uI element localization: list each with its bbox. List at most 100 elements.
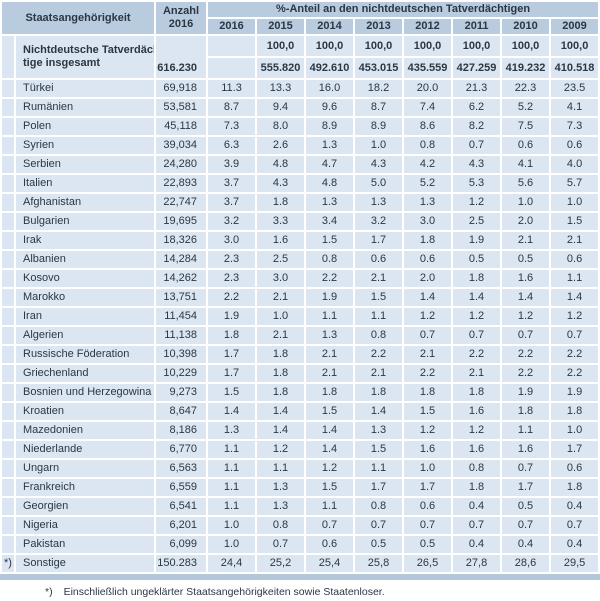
share-2013: 0.8 (355, 327, 403, 344)
share-2015: 1.8 (257, 365, 305, 382)
row-footnote-marker (2, 270, 14, 287)
share-2011: 6.2 (453, 99, 501, 116)
share-2009: 1.4 (551, 289, 599, 306)
share-2014: 2.2 (306, 270, 354, 287)
share-2014: 2.1 (306, 365, 354, 382)
share-2010: 1.6 (502, 270, 550, 287)
share-2012: 5.2 (404, 175, 452, 192)
share-2014: 4.8 (306, 175, 354, 192)
share-2011: 1.2 (453, 194, 501, 211)
count-2016: 8,186 (156, 422, 207, 439)
share-2010: 1.7 (502, 479, 550, 496)
share-2011: 1.4 (453, 289, 501, 306)
table-row: Russische Föderation 10,398 1.7 1.8 2.1 2.2 2.… (2, 346, 599, 363)
nationality-name: Irak (16, 232, 155, 249)
share-2014: 0.7 (306, 517, 354, 534)
column-header-nationality: Staatsangehörigkeit (2, 2, 155, 34)
share-2015: 4.3 (257, 175, 305, 192)
share-2009: 0.6 (551, 251, 599, 268)
count-2016: 45,118 (156, 118, 207, 135)
share-2012: 0.7 (404, 327, 452, 344)
share-2011: 0.7 (453, 517, 501, 534)
nationality-name: Serbien (16, 156, 155, 173)
share-2013: 0.5 (355, 536, 403, 553)
year-header-2016: 2016 (208, 19, 256, 34)
share-2010: 4.1 (502, 156, 550, 173)
row-footnote-marker (2, 99, 14, 116)
count-2016: 11,138 (156, 327, 207, 344)
share-2016: 2.2 (208, 289, 256, 306)
share-2012: 4.2 (404, 156, 452, 173)
share-2009: 0.6 (551, 460, 599, 477)
footnote-marker: *) (45, 586, 53, 598)
row-footnote-marker (2, 175, 14, 192)
row-footnote-marker (2, 365, 14, 382)
share-2013: 3.2 (355, 213, 403, 230)
share-2011: 8.2 (453, 118, 501, 135)
share-2013: 8.7 (355, 99, 403, 116)
share-2010: 5.6 (502, 175, 550, 192)
share-2012: 0.8 (404, 137, 452, 154)
table-header: Staatsangehörigkeit Anzahl 2016 %-Anteil… (2, 2, 599, 34)
nationality-name: Rumänien (16, 99, 155, 116)
row-footnote-marker (2, 118, 14, 135)
header-row-1: Staatsangehörigkeit Anzahl 2016 %-Anteil… (2, 2, 599, 34)
share-2013: 1.8 (355, 384, 403, 401)
share-2014: 3.4 (306, 213, 354, 230)
totals-abs-2010: 419.232 (502, 58, 550, 78)
share-2013: 8.9 (355, 118, 403, 135)
year-header-2015: 2015 (257, 19, 305, 34)
year-header-2012: 2012 (404, 19, 452, 34)
share-2014: 1.4 (306, 441, 354, 458)
count-2016: 6,201 (156, 517, 207, 534)
totals-abs-2013: 453.015 (355, 58, 403, 78)
share-2015: 3.3 (257, 213, 305, 230)
share-2011: 1.6 (453, 441, 501, 458)
table-row: Bosnien und Herzegowina 9,273 1.5 1.8 1.8 1.8… (2, 384, 599, 401)
header-row-years: 2016 2015 2014 2013 2012 2011 2010 2009 (2, 19, 599, 34)
table-row: Türkei 69,918 11.3 13.3 16.0 18.2 20.0 21.3 22.3… (2, 80, 599, 97)
share-2010: 1.0 (502, 194, 550, 211)
nationality-name: Polen (16, 118, 155, 135)
footnote-text: Einschließlich ungeklärter Staatsangehör… (63, 586, 385, 598)
share-2016: 1.7 (208, 365, 256, 382)
row-footnote-marker (2, 232, 14, 249)
table-row: Rumänien 53,581 8.7 9.4 9.6 8.7 7.4 6.2 5.2 4.1 (2, 99, 599, 116)
row-footnote-marker (2, 213, 14, 230)
totals-share-2015: 100,0 (257, 36, 305, 56)
share-2011: 1.2 (453, 308, 501, 325)
nationality-name: Algerien (16, 327, 155, 344)
totals-share-2014: 100,0 (306, 36, 354, 56)
totals-share-2011: 100,0 (453, 36, 501, 56)
share-2010: 2.2 (502, 346, 550, 363)
row-footnote-marker (2, 327, 14, 344)
share-2016: 1.7 (208, 346, 256, 363)
nationality-name: Italien (16, 175, 155, 192)
row-footnote-marker (2, 517, 14, 534)
share-2016: 1.1 (208, 460, 256, 477)
share-2012: 3.0 (404, 213, 452, 230)
share-2012: 1.8 (404, 384, 452, 401)
nationality-name: Georgien (16, 498, 155, 515)
share-2010: 22.3 (502, 80, 550, 97)
row-footnote-marker (2, 403, 14, 420)
share-2009: 4.0 (551, 156, 599, 173)
share-2013: 2.1 (355, 365, 403, 382)
share-2014: 25,4 (306, 555, 354, 572)
share-2015: 8.0 (257, 118, 305, 135)
share-2016: 7.3 (208, 118, 256, 135)
share-2016: 1.5 (208, 384, 256, 401)
share-2013: 0.6 (355, 251, 403, 268)
share-2015: 9.4 (257, 99, 305, 116)
share-2016: 3.7 (208, 175, 256, 192)
table-row: Afghanistan 22,747 3.7 1.8 1.3 1.3 1.3 1.2 1.0 1.… (2, 194, 599, 211)
totals-abs-2012: 435.559 (404, 58, 452, 78)
share-2011: 1.9 (453, 232, 501, 249)
share-2013: 0.7 (355, 517, 403, 534)
share-2013: 1.3 (355, 422, 403, 439)
share-2016: 24,4 (208, 555, 256, 572)
count-2016: 14,262 (156, 270, 207, 287)
share-2011: 0.7 (453, 327, 501, 344)
year-header-2013: 2013 (355, 19, 403, 34)
